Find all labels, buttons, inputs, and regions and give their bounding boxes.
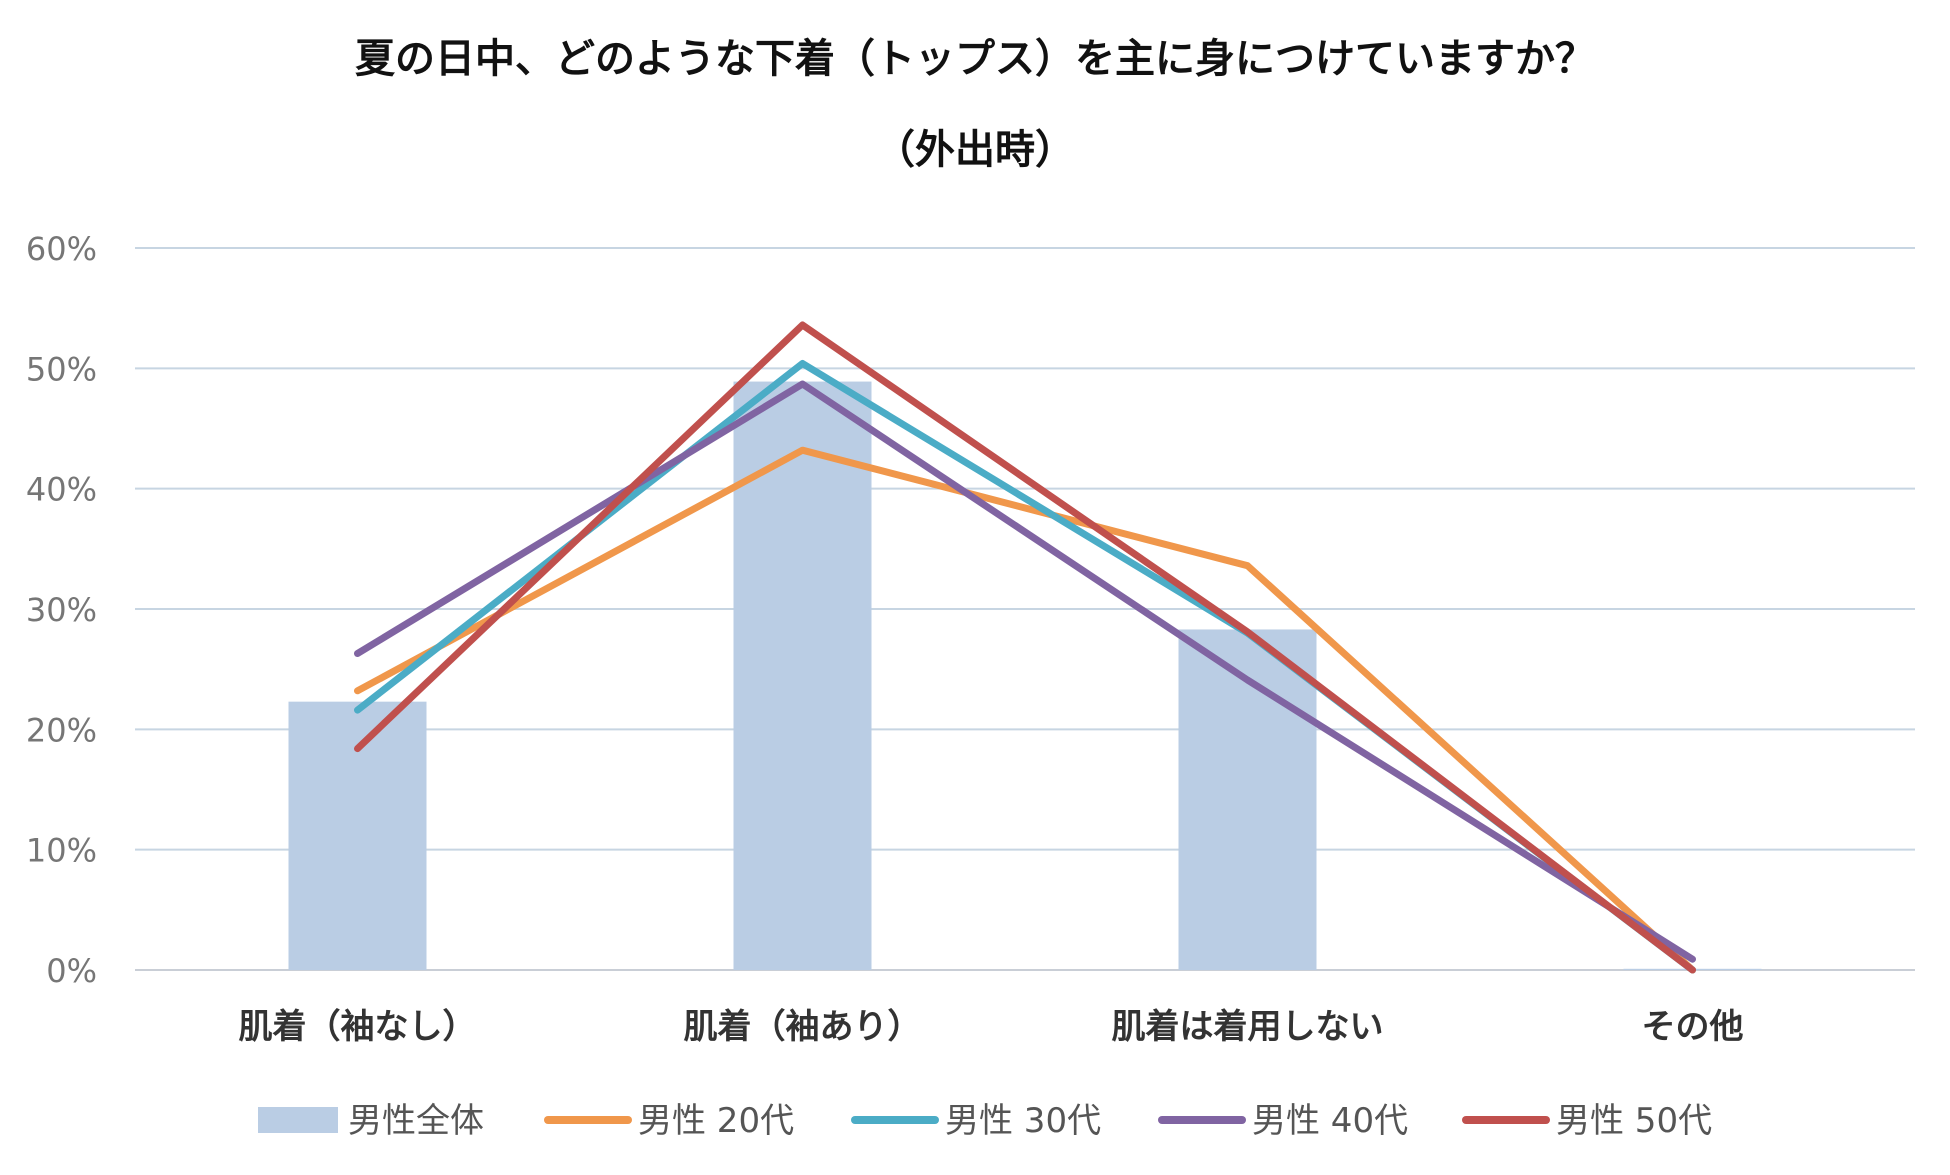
bar [288, 701, 427, 970]
y-tick-label: 20% [26, 711, 97, 749]
y-tick-label: 40% [26, 471, 97, 509]
legend: 男性全体 男性 20代 男性 30代 男性 40代 男性 50代 [258, 1101, 1712, 1141]
bar [733, 381, 872, 970]
x-category-label: 肌着（袖なし） [239, 1007, 477, 1047]
series-line [354, 446, 1696, 974]
y-axis-ticks: 0% 10% 20% 30% 40% 50% 60% [26, 230, 97, 990]
chart-subtitle: （外出時） [875, 127, 1075, 173]
bar-series [288, 381, 1762, 970]
y-tick-label: 60% [26, 230, 97, 268]
y-tick-label: 50% [26, 350, 97, 388]
chart-title: 夏の日中、どのような下着（トップス）を主に身につけていますか？ [355, 36, 1595, 82]
bar [1178, 629, 1317, 970]
legend-label: 男性 50代 [1556, 1101, 1712, 1141]
y-tick-label: 0% [46, 952, 97, 990]
legend-swatch [258, 1107, 338, 1133]
legend-label: 男性全体 [348, 1101, 484, 1141]
series-line [354, 360, 1696, 974]
line-series [354, 321, 1696, 974]
series-line [354, 380, 1696, 963]
x-category-label: 肌着（袖あり） [684, 1007, 922, 1047]
y-tick-label: 30% [26, 591, 97, 629]
x-category-label: 肌着は着用しない [1112, 1007, 1384, 1047]
legend-label: 男性 30代 [945, 1101, 1101, 1141]
legend-label: 男性 20代 [638, 1101, 794, 1141]
legend-label: 男性 40代 [1252, 1101, 1408, 1141]
x-category-label: その他 [1642, 1007, 1744, 1047]
series-line [354, 321, 1696, 974]
y-tick-label: 10% [26, 832, 97, 870]
x-axis-categories: 肌着（袖なし） 肌着（袖あり） 肌着は着用しない その他 [239, 1007, 1744, 1047]
